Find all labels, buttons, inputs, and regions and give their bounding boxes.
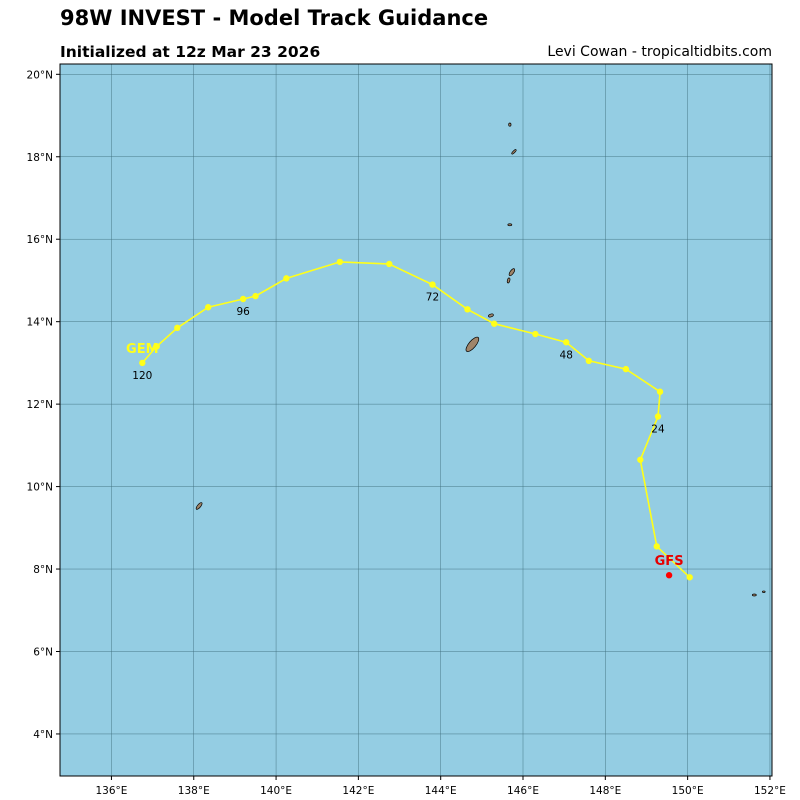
gem-track-point [532, 330, 539, 338]
gem-track-point [637, 456, 644, 463]
island-pagan [511, 149, 517, 155]
forecast-hour-label: 72 [426, 292, 439, 304]
island-agrihan [508, 122, 512, 127]
gem-track-point [139, 359, 146, 367]
x-tick-label: 138°E [178, 785, 210, 797]
gem-track-point [464, 306, 471, 313]
gem-track-point [490, 320, 498, 327]
page-title: 98W INVEST - Model Track Guidance [60, 6, 489, 30]
ocean-background [60, 64, 772, 776]
island-saipan [508, 268, 516, 277]
y-tick-label: 10°N [27, 482, 53, 494]
gem-track-point [386, 260, 393, 268]
y-tick-label: 6°N [33, 646, 53, 658]
x-tick-label: 148°E [589, 785, 621, 797]
x-tick-label: 150°E [672, 785, 704, 797]
island-chuuk-b [762, 590, 766, 593]
gem-track-point [622, 365, 630, 373]
init-time-subtitle: Initialized at 12z Mar 23 2026 [60, 43, 321, 61]
island-sarigan [507, 223, 513, 227]
credit-text: Levi Cowan - tropicaltidbits.com [547, 44, 772, 60]
gem-track-point [174, 324, 181, 332]
gem-model-label: GEM [126, 342, 159, 357]
x-tick-label: 146°E [507, 785, 539, 797]
x-tick-label: 136°E [95, 785, 127, 797]
gem-track-point [239, 295, 247, 303]
forecast-hour-label: 96 [236, 306, 250, 318]
gem-track-point [585, 357, 593, 365]
gem-track-point [656, 388, 664, 395]
x-axis: 136°E 138°E 140°E 142°E 144°E 146°E 148°E 150°E… [95, 776, 786, 797]
y-tick-label: 14°N [27, 317, 53, 329]
label-layer: 24 48 72 96 120 GEM GFS [126, 292, 684, 570]
x-tick-label: 144°E [425, 785, 457, 797]
y-tick-label: 4°N [33, 729, 53, 741]
gem-track-point [153, 343, 160, 350]
y-tick-label: 18°N [27, 152, 53, 164]
gem-track-point [686, 574, 693, 581]
x-tick-label: 152°E [754, 785, 786, 797]
gem-track-point [653, 543, 660, 550]
y-tick-label: 8°N [33, 564, 53, 576]
y-tick-label: 12°N [27, 399, 53, 411]
forecast-hour-label: 24 [651, 423, 665, 435]
lat-lon-grid [60, 64, 772, 776]
forecast-hour-label: 48 [560, 349, 573, 361]
island-layer [195, 122, 766, 597]
island-yap [195, 502, 203, 510]
island-rota [488, 313, 494, 318]
x-tick-label: 142°E [342, 785, 374, 797]
y-tick-label: 16°N [27, 234, 53, 246]
gfs-track-point [665, 572, 673, 579]
map-frame [59, 63, 773, 777]
gem-track-point [204, 304, 212, 311]
x-tick-label: 140°E [260, 785, 292, 797]
gem-track-point [429, 281, 436, 288]
gfs-model-label: GFS [655, 554, 684, 569]
gem-track-point [283, 275, 290, 282]
gem-track-point [336, 258, 344, 266]
gem-track-point [563, 339, 570, 346]
island-anatahan [506, 277, 511, 284]
track-layer [139, 258, 693, 581]
gem-track-point [654, 413, 662, 420]
gem-track-point [252, 292, 259, 300]
y-tick-label: 20°N [27, 69, 53, 81]
forecast-hour-label: 120 [132, 370, 152, 382]
island-chuuk-a [751, 593, 757, 597]
island-guam [465, 336, 480, 352]
y-axis: 4°N 6°N 8°N 10°N 12°N 14°N 16°N 18°N 20°N [27, 69, 60, 741]
